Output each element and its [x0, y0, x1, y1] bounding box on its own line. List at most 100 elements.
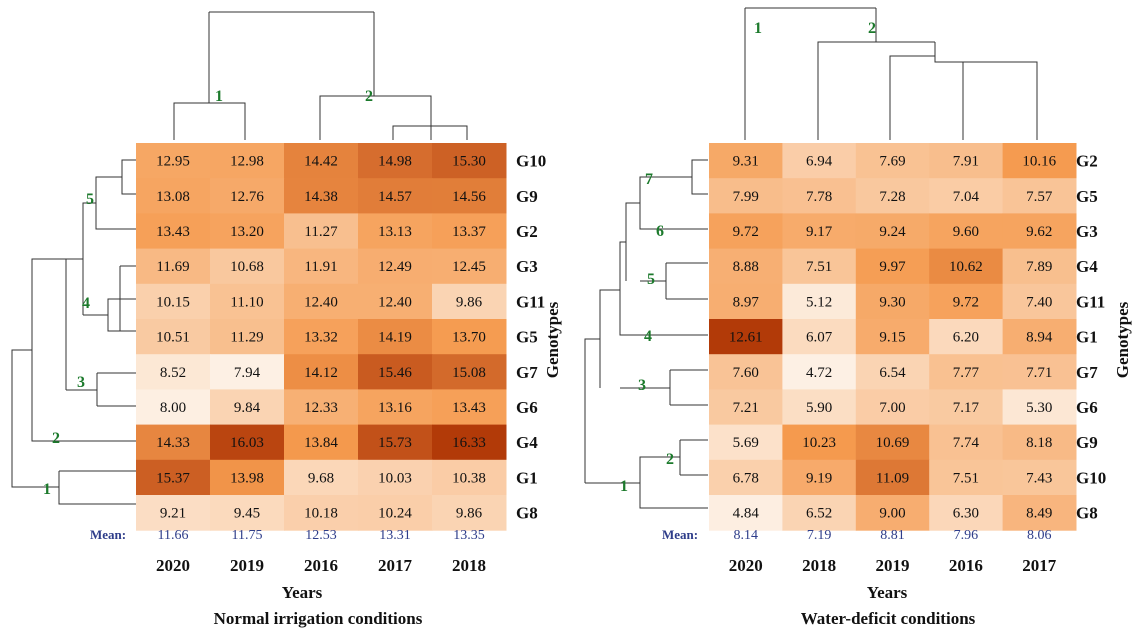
heatmap-cell: [284, 213, 359, 250]
row-cluster-label: 1: [43, 481, 51, 498]
heatmap-cell: [929, 424, 1004, 461]
cell-value-label: 10.38: [452, 470, 486, 486]
cell-value-label: 9.24: [879, 224, 906, 240]
row-cluster-label: 6: [656, 223, 664, 240]
heatmap-cell: [782, 178, 857, 214]
cell-value-label: 6.54: [879, 365, 906, 381]
column-label: 2020: [156, 556, 190, 575]
cell-value-label: 15.08: [452, 365, 486, 381]
heatmap-cell: [358, 178, 433, 214]
heatmap-cell: [210, 495, 285, 531]
cell-value-label: 13.32: [304, 330, 338, 346]
cell-value-label: 8.52: [160, 365, 186, 381]
cell-value-label: 9.17: [806, 224, 833, 240]
dendrogram: 1 2 1 2 3 4 5: [11, 11, 468, 505]
heatmap-cells: 12.95 12.98 14.42 14.98 15.30 G10 13.08 12.76 14…: [90, 143, 546, 575]
heatmap-cell: [1002, 389, 1077, 426]
cell-value-label: 13.16: [378, 400, 412, 416]
cell-value-label: 10.03: [378, 470, 412, 486]
heatmap-cell: [136, 143, 211, 179]
heatmap-cell: [855, 248, 930, 285]
heatmap-cell: [210, 459, 285, 496]
heatmap-cell: [432, 459, 507, 496]
cell-value-label: 12.45: [452, 259, 486, 275]
heatmap-cell: [929, 248, 1004, 285]
row-label: G5: [516, 328, 538, 347]
cell-value-label: 6.07: [806, 330, 833, 346]
cell-value-label: 13.84: [304, 435, 338, 451]
cell-value-label: 7.60: [733, 365, 759, 381]
mean-value: 7.19: [807, 528, 832, 543]
cell-value-label: 7.89: [1026, 259, 1052, 275]
row-label: G8: [1076, 504, 1098, 523]
cell-value-label: 6.52: [806, 506, 832, 522]
row-cluster-label: 2: [52, 430, 60, 447]
heatmap-cell: [929, 389, 1004, 426]
heatmap-cell: [929, 495, 1004, 531]
heatmap-cell: [782, 459, 857, 496]
cell-value-label: 9.19: [806, 470, 832, 486]
row-label: G9: [516, 187, 538, 206]
heatmap-cell: [432, 213, 507, 250]
heatmap-cell: [136, 213, 211, 250]
column-label: 2018: [452, 556, 486, 575]
heatmap-cell: [782, 248, 857, 285]
heatmap-cell: [210, 354, 285, 390]
heatmap-cell: [1002, 424, 1077, 461]
heatmap-cell: [709, 319, 783, 355]
cell-value-label: 9.72: [733, 224, 759, 240]
heatmap-cell: [432, 354, 507, 390]
cell-value-label: 5.12: [806, 294, 832, 310]
heatmap-cell: [358, 143, 433, 179]
cell-value-label: 12.76: [230, 189, 264, 205]
row-dendrogram: [584, 159, 708, 509]
heatmap-cell: [709, 248, 783, 285]
cell-value-label: 12.61: [729, 330, 763, 346]
heatmap-cell: [929, 319, 1004, 355]
cell-value-label: 13.13: [378, 224, 412, 240]
cell-value-label: 11.29: [230, 330, 263, 346]
cell-value-label: 12.33: [304, 400, 338, 416]
cell-value-label: 11.91: [304, 259, 337, 275]
row-label: G7: [516, 363, 538, 382]
row-cluster-label: 4: [82, 295, 90, 312]
cell-value-label: 10.24: [378, 506, 412, 522]
heatmap-cell: [210, 178, 285, 214]
heatmap-cell: [284, 424, 359, 461]
row-cluster-label: 1: [620, 478, 628, 495]
mean-value: 11.66: [158, 528, 189, 543]
cell-value-label: 10.15: [156, 294, 190, 310]
heatmap-cell: [855, 319, 930, 355]
heatmap-cell: [782, 319, 857, 355]
heatmap-cell: [284, 283, 359, 320]
cell-value-label: 8.00: [160, 400, 186, 416]
heatmap-cell: [1002, 459, 1077, 496]
heatmap-cell: [284, 143, 359, 179]
cell-value-label: 12.40: [304, 294, 338, 310]
row-label: G10: [516, 152, 546, 171]
cell-value-label: 7.40: [1026, 294, 1052, 310]
panel-title: Water-deficit conditions: [801, 609, 976, 628]
heatmap-cell: [432, 143, 507, 179]
cell-value-label: 8.88: [733, 259, 759, 275]
y-axis-title: Genotypes: [543, 301, 562, 378]
cell-value-label: 9.15: [879, 330, 905, 346]
cell-value-label: 7.69: [879, 154, 905, 170]
heatmap-cell: [709, 495, 783, 531]
heatmap-cell: [709, 389, 783, 426]
heatmap-cell: [358, 283, 433, 320]
cell-value-label: 14.33: [156, 435, 190, 451]
column-label: 2020: [729, 556, 763, 575]
row-label: G7: [1076, 363, 1098, 382]
heatmap-cell: [855, 459, 930, 496]
cell-value-label: 9.86: [456, 506, 483, 522]
cell-value-label: 8.49: [1026, 506, 1052, 522]
cell-value-label: 8.97: [733, 294, 760, 310]
heatmap-cell: [284, 354, 359, 390]
row-label: G2: [516, 222, 538, 241]
heatmap-cell: [358, 389, 433, 426]
cell-value-label: 7.04: [953, 189, 980, 205]
cell-value-label: 13.08: [156, 189, 190, 205]
heatmap-cell: [709, 354, 783, 390]
column-label: 2017: [378, 556, 413, 575]
